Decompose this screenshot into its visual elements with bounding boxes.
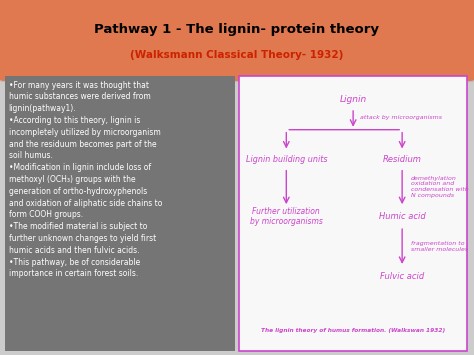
Text: Lignin building units: Lignin building units xyxy=(246,155,327,164)
Text: (Walksmann Classical Theory- 1932): (Walksmann Classical Theory- 1932) xyxy=(130,50,344,60)
Text: fragmentation to
smaller molecules: fragmentation to smaller molecules xyxy=(411,241,468,252)
Text: Residium: Residium xyxy=(383,155,421,164)
FancyBboxPatch shape xyxy=(0,0,474,82)
Text: Pathway 1 - The lignin- protein theory: Pathway 1 - The lignin- protein theory xyxy=(94,22,380,36)
Text: Further utilization
by microorganisms: Further utilization by microorganisms xyxy=(250,207,323,226)
Text: The lignin theory of humus formation. (Walkswan 1932): The lignin theory of humus formation. (W… xyxy=(261,328,445,333)
Text: Humic acid: Humic acid xyxy=(379,212,426,221)
FancyBboxPatch shape xyxy=(5,76,235,351)
Text: attack by microorganisms: attack by microorganisms xyxy=(360,115,442,120)
Text: •For many years it was thought that
humic substances were derived from
lignin(pa: •For many years it was thought that humi… xyxy=(9,81,162,278)
FancyBboxPatch shape xyxy=(239,76,467,351)
Text: demethylation
oxidation and
condensation with
N compounds: demethylation oxidation and condensation… xyxy=(411,175,469,198)
Text: Lignin: Lignin xyxy=(339,95,367,104)
Text: Fulvic acid: Fulvic acid xyxy=(380,272,424,281)
